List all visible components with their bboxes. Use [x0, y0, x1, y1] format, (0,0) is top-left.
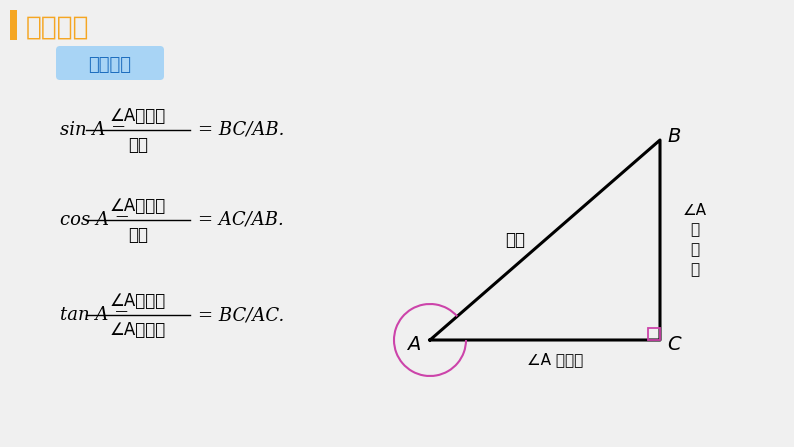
Bar: [648, 328, 660, 340]
Text: ∠A
的
对
边: ∠A 的 对 边: [683, 203, 707, 277]
Text: ∠A的对边: ∠A的对边: [110, 292, 166, 310]
Text: = AC/AB.: = AC/AB.: [198, 211, 283, 229]
Text: ∠A的邻边: ∠A的邻边: [110, 197, 166, 215]
Text: = BC/AB.: = BC/AB.: [198, 121, 284, 139]
FancyBboxPatch shape: [56, 46, 164, 80]
Text: 斜边: 斜边: [505, 231, 525, 249]
Text: ∠A 的邻边: ∠A 的邻边: [527, 353, 583, 367]
Text: 斜边: 斜边: [128, 226, 148, 244]
Text: cos A =: cos A =: [60, 211, 130, 229]
Text: 斜边: 斜边: [128, 136, 148, 154]
Text: ∠A的邻边: ∠A的邻边: [110, 321, 166, 339]
Bar: [10, 10, 17, 40]
Text: tan A =: tan A =: [60, 306, 129, 324]
Text: 新课导入: 新课导入: [26, 15, 90, 41]
Text: A: A: [407, 334, 421, 354]
Text: ∠A的对边: ∠A的对边: [110, 107, 166, 125]
Text: B: B: [667, 127, 680, 146]
Text: 复习引入: 复习引入: [88, 56, 132, 74]
Text: C: C: [667, 334, 680, 354]
Text: = BC/AC.: = BC/AC.: [198, 306, 284, 324]
Text: sin A =: sin A =: [60, 121, 126, 139]
